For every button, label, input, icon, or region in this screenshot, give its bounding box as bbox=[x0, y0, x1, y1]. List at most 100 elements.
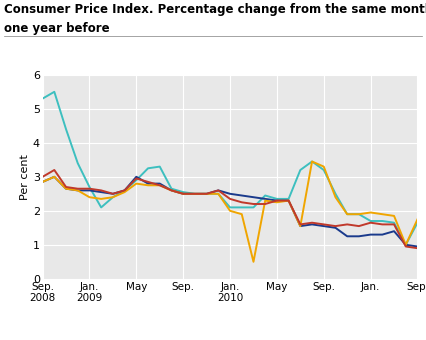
CPI-AE bbox=[134, 175, 139, 179]
CPI-ATE bbox=[75, 187, 81, 191]
CPI-ATE bbox=[345, 222, 350, 226]
CPI-AE bbox=[169, 188, 174, 192]
CPI bbox=[309, 159, 314, 164]
CPI bbox=[181, 190, 186, 194]
CPI-AE bbox=[87, 188, 92, 192]
CPI-ATE bbox=[192, 192, 197, 196]
CPI bbox=[239, 205, 245, 209]
CPI-ATE bbox=[298, 222, 303, 226]
CPI bbox=[403, 243, 409, 247]
CPI-AT bbox=[110, 195, 115, 199]
CPI-AT bbox=[380, 212, 385, 216]
CPI bbox=[298, 168, 303, 172]
CPI-AT bbox=[145, 183, 151, 187]
CPI-AT bbox=[345, 212, 350, 216]
CPI-AE bbox=[274, 199, 279, 203]
CPI-AE bbox=[333, 226, 338, 230]
CPI-ATE bbox=[251, 202, 256, 206]
CPI bbox=[157, 165, 162, 169]
CPI-AE bbox=[321, 224, 326, 228]
CPI bbox=[192, 192, 197, 196]
CPI bbox=[333, 192, 338, 196]
CPI-AT bbox=[309, 159, 314, 164]
CPI bbox=[122, 188, 127, 192]
CPI-ATE bbox=[309, 221, 314, 225]
CPI-ATE bbox=[134, 176, 139, 181]
CPI-AT bbox=[333, 195, 338, 199]
CPI-ATE bbox=[145, 180, 151, 184]
CPI-AE bbox=[122, 188, 127, 192]
CPI-AE bbox=[345, 234, 350, 238]
CPI-AT bbox=[87, 195, 92, 199]
Line: CPI-AT: CPI-AT bbox=[43, 162, 417, 262]
CPI-AT bbox=[286, 199, 291, 203]
Text: Consumer Price Index. Percentage change from the same month: Consumer Price Index. Percentage change … bbox=[4, 3, 426, 16]
CPI-ATE bbox=[204, 192, 209, 196]
CPI-ATE bbox=[99, 188, 104, 192]
CPI-AT bbox=[227, 209, 233, 213]
CPI-ATE bbox=[239, 200, 245, 204]
CPI bbox=[251, 205, 256, 209]
CPI-AE bbox=[75, 188, 81, 192]
CPI bbox=[145, 166, 151, 170]
CPI-AE bbox=[157, 182, 162, 186]
CPI-ATE bbox=[63, 185, 69, 189]
CPI-AE bbox=[63, 187, 69, 191]
CPI-ATE bbox=[122, 188, 127, 192]
CPI-AT bbox=[415, 217, 420, 221]
CPI bbox=[321, 168, 326, 172]
Line: CPI-AE: CPI-AE bbox=[43, 177, 417, 246]
CPI bbox=[52, 90, 57, 94]
CPI-AT bbox=[357, 212, 362, 216]
CPI-AE bbox=[309, 222, 314, 226]
CPI-AE bbox=[391, 229, 397, 233]
CPI-AE bbox=[40, 180, 45, 184]
CPI bbox=[204, 192, 209, 196]
CPI bbox=[391, 221, 397, 225]
CPI-AE bbox=[227, 192, 233, 196]
CPI-AT bbox=[239, 212, 245, 216]
CPI-ATE bbox=[333, 224, 338, 228]
CPI-AT bbox=[52, 175, 57, 179]
CPI-AT bbox=[391, 214, 397, 218]
CPI bbox=[286, 197, 291, 201]
CPI-ATE bbox=[380, 222, 385, 226]
CPI-AT bbox=[368, 210, 373, 215]
CPI-ATE bbox=[87, 187, 92, 191]
CPI-ATE bbox=[262, 202, 268, 206]
CPI bbox=[216, 192, 221, 196]
CPI-AT bbox=[75, 188, 81, 192]
CPI-AE bbox=[145, 182, 151, 186]
CPI-AT bbox=[63, 187, 69, 191]
CPI-AT bbox=[274, 200, 279, 204]
CPI-ATE bbox=[321, 222, 326, 226]
Text: one year before: one year before bbox=[4, 22, 110, 35]
CPI-ATE bbox=[216, 188, 221, 192]
CPI-AT bbox=[204, 192, 209, 196]
CPI bbox=[110, 195, 115, 199]
CPI-AE bbox=[286, 199, 291, 203]
CPI-AT bbox=[134, 182, 139, 186]
CPI-AE bbox=[415, 244, 420, 249]
CPI bbox=[87, 185, 92, 189]
CPI-ATE bbox=[391, 222, 397, 226]
CPI-AE bbox=[110, 192, 115, 196]
CPI-AT bbox=[403, 243, 409, 247]
CPI-AT bbox=[262, 199, 268, 203]
CPI-ATE bbox=[157, 183, 162, 187]
CPI-ATE bbox=[357, 224, 362, 228]
CPI-ATE bbox=[110, 192, 115, 196]
CPI-AT bbox=[251, 260, 256, 264]
CPI bbox=[262, 193, 268, 198]
CPI bbox=[169, 187, 174, 191]
CPI bbox=[75, 161, 81, 165]
CPI-ATE bbox=[181, 192, 186, 196]
CPI bbox=[274, 197, 279, 201]
CPI-ATE bbox=[52, 168, 57, 172]
CPI bbox=[134, 178, 139, 182]
CPI bbox=[99, 205, 104, 209]
CPI-AE bbox=[380, 233, 385, 237]
CPI bbox=[345, 212, 350, 216]
CPI-AE bbox=[251, 195, 256, 199]
CPI-AE bbox=[357, 234, 362, 238]
